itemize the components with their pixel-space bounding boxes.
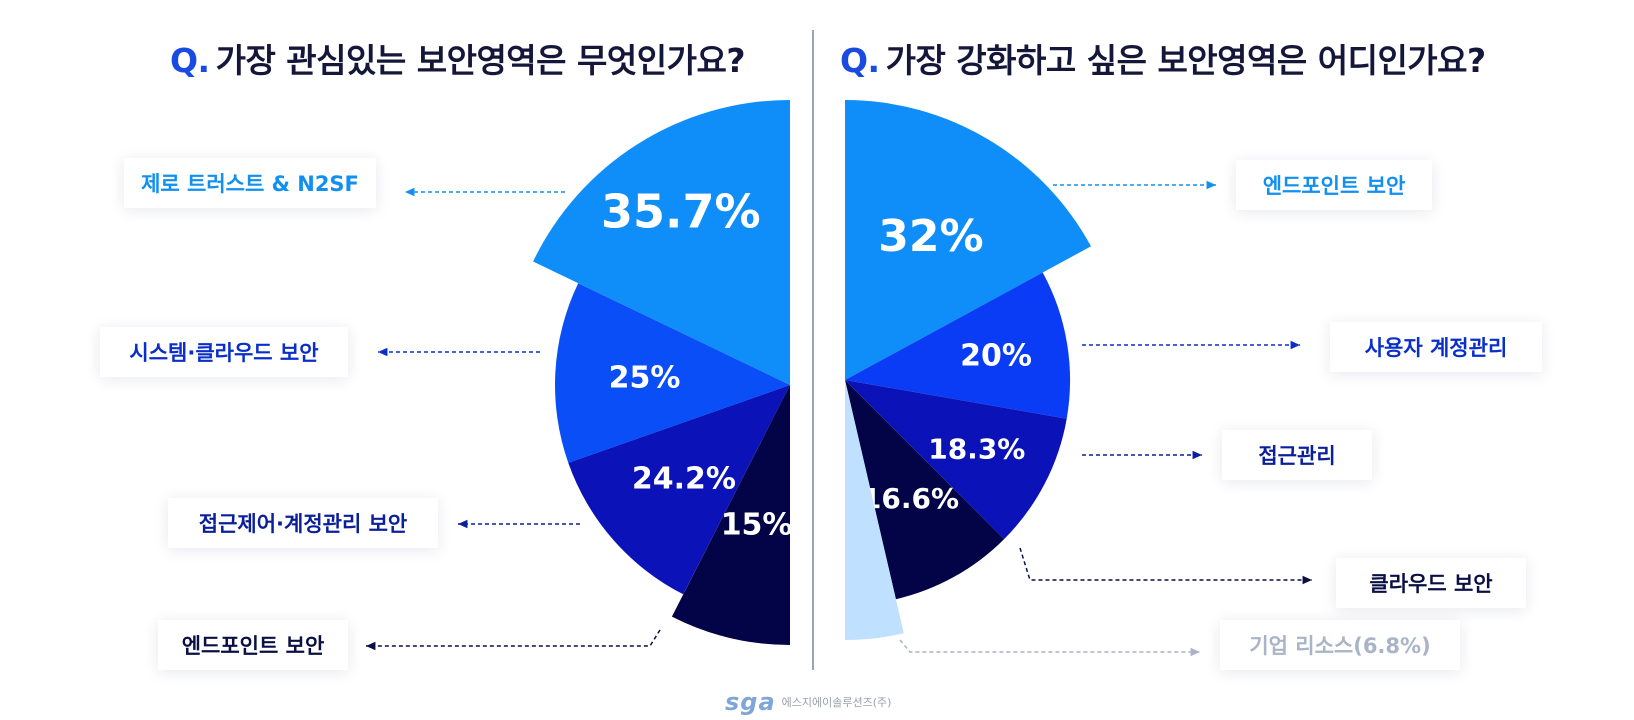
- left-title-text: 가장 관심있는 보안영역은 무엇인가요?: [215, 41, 746, 80]
- right-category-label-0: 엔드포인트 보안: [1236, 160, 1432, 210]
- left-pie-slice-0: [533, 100, 790, 385]
- left-pie-slice-1: [555, 283, 790, 463]
- q-mark: Q.: [840, 41, 880, 80]
- right-pie-chart: 32% 20% 18.3% 16.6%: [845, 100, 1091, 641]
- right-value-label-2: 18.3%: [928, 432, 1025, 465]
- left-value-label-1: 25%: [609, 361, 681, 396]
- q-mark: Q.: [170, 41, 210, 80]
- left-leader-line-3: [366, 629, 661, 651]
- left-value-label-3: 15%: [721, 508, 793, 543]
- right-pie-slice-4: [845, 380, 904, 641]
- right-leader-line-4: [899, 639, 1200, 657]
- center-divider: [812, 30, 814, 670]
- company-logo: sga: [725, 688, 776, 716]
- left-value-label-0: 35.7%: [601, 184, 761, 238]
- left-pie-chart: 35.7% 25% 24.2% 15%: [533, 100, 793, 645]
- left-category-label-3: 엔드포인트 보안: [158, 620, 348, 670]
- right-leader-line-3: [1019, 547, 1312, 585]
- left-pie-slice-3: [671, 385, 790, 645]
- left-value-label-2: 24.2%: [632, 461, 736, 496]
- footer: sga 에스지에이솔루션즈(주): [725, 688, 891, 716]
- right-pie-slice-0: [845, 100, 1091, 380]
- right-category-label-1: 사용자 계정관리: [1330, 322, 1542, 372]
- left-category-label-1: 시스템·클라우드 보안: [100, 327, 348, 377]
- right-pie-slice-3: [845, 380, 1004, 600]
- right-category-label-4: 기업 리소스(6.8%): [1220, 620, 1460, 670]
- left-category-label-2: 접근제어·계정관리 보안: [168, 498, 438, 548]
- left-chart-title: Q. 가장 관심있는 보안영역은 무엇인가요?: [170, 34, 745, 82]
- right-category-label-2: 접근관리: [1222, 430, 1372, 480]
- company-name: 에스지에이솔루션즈(주): [781, 696, 892, 709]
- right-pie-slice-1: [845, 272, 1071, 419]
- right-chart-title: Q. 가장 강화하고 싶은 보안영역은 어디인가요?: [840, 34, 1486, 82]
- right-value-label-1: 20%: [960, 339, 1032, 374]
- right-title-text: 가장 강화하고 싶은 보안영역은 어디인가요?: [885, 41, 1487, 80]
- leader-lines: [366, 180, 1312, 657]
- right-value-label-0: 32%: [878, 211, 983, 262]
- left-category-label-0: 제로 트러스트 & N2SF: [124, 158, 376, 208]
- right-category-label-3: 클라우드 보안: [1336, 558, 1526, 608]
- left-pie-slice-2: [568, 385, 790, 595]
- right-value-label-3: 16.6%: [862, 482, 959, 515]
- right-pie-slice-2: [845, 380, 1067, 540]
